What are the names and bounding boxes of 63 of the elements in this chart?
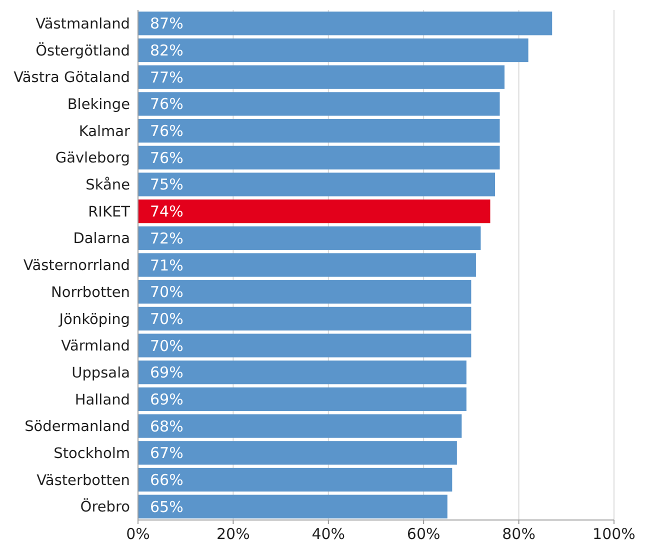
data-label: 65% [150,498,184,516]
data-label: 67% [150,444,184,462]
bar [138,172,495,196]
y-tick-label: Gävleborg [55,150,130,167]
data-label: 82% [150,42,184,60]
bar [138,306,472,330]
y-tick-label: Östergötland [36,41,130,60]
y-tick-label: Blekinge [67,97,130,114]
bar [138,146,500,170]
x-tick-label: 0% [126,525,150,543]
y-tick-label: Dalarna [73,231,130,248]
data-label: 71% [150,256,184,274]
y-tick-label: Norrbotten [51,284,130,301]
y-tick-label: Jönköping [58,312,130,328]
x-tick-label: 40% [312,525,346,543]
bar [138,334,472,358]
y-tick-label: Södermanland [24,419,130,436]
bar [138,118,500,143]
y-tick-label: Uppsala [72,365,130,382]
data-label: 75% [150,176,184,194]
y-tick-label: Västra Götaland [14,70,130,86]
data-label: 70% [150,310,184,328]
y-tick-label: Värmland [61,338,130,355]
bar [138,494,448,518]
bar [138,38,528,62]
y-tick-label: Skåne [86,176,130,194]
bar [138,414,462,438]
x-tick-label: 80% [502,525,536,543]
data-label: 69% [150,390,184,408]
bar [138,280,472,304]
bar [138,226,481,250]
data-label: 74% [150,202,184,221]
data-label: 76% [150,95,184,114]
bar [138,387,466,412]
y-tick-label: Stockholm [54,446,130,462]
y-tick-label: Kalmar [78,124,130,140]
bar [138,253,476,277]
data-label: 69% [150,364,184,382]
y-tick-label: Västernorrland [23,258,130,274]
y-tick-label: Västmanland [36,16,130,32]
data-label: 68% [150,417,184,436]
x-tick-label: 100% [592,525,636,543]
bar [138,65,505,89]
data-label: 77% [150,68,184,86]
bar [138,12,552,36]
data-label: 76% [150,148,184,167]
x-tick-label: 60% [406,525,440,543]
data-label: 87% [150,14,184,33]
data-label: 72% [150,229,184,248]
bar [138,468,452,492]
bar [138,360,466,384]
data-label: 76% [150,122,184,140]
data-label: 70% [150,336,184,355]
bar [138,200,490,224]
y-tick-label: RIKET [88,204,130,220]
x-tick-label: 20% [216,525,250,543]
bar [138,441,457,465]
y-tick-label: Örebro [80,498,130,516]
bar [138,92,500,116]
y-tick-label: Halland [74,392,130,408]
y-tick-label: Västerbotten [36,472,130,489]
data-label: 66% [150,470,184,489]
data-label: 70% [150,283,184,302]
